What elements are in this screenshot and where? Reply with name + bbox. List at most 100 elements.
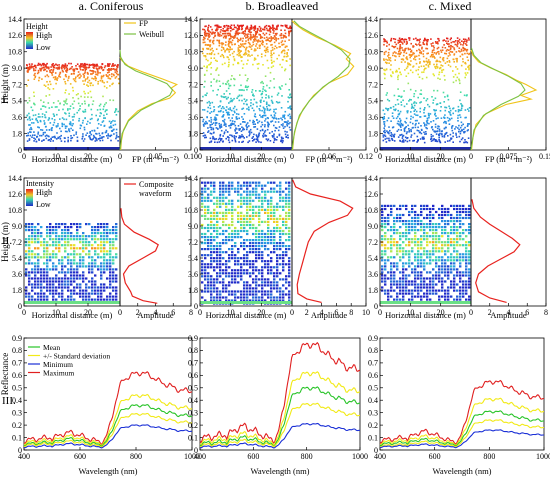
lidar-point [258, 25, 261, 28]
lidar-point [80, 95, 82, 98]
intensity-cell [70, 271, 73, 274]
intensity-cell [25, 271, 28, 274]
panel-II-2: 01.83.65.47.29.010.812.614.40 10 20Horizon… [364, 174, 472, 320]
lidar-point [210, 81, 212, 83]
intensity-cell [444, 259, 447, 262]
lidar-point [234, 137, 236, 140]
intensity-cell [288, 263, 291, 266]
lidar-point [227, 139, 230, 141]
lidar-point [272, 37, 274, 39]
intensity-cell [91, 235, 94, 238]
lidar-point [51, 64, 54, 67]
lidar-point [94, 75, 96, 78]
lidar-point [256, 119, 258, 121]
lidar-point [205, 58, 208, 61]
lidar-point [438, 39, 440, 42]
intensity-cell [252, 199, 255, 202]
intensity-cell [246, 260, 249, 263]
lidar-point [247, 85, 250, 88]
lidar-point [29, 134, 32, 137]
lidar-point [89, 69, 91, 72]
intensity-cell [219, 269, 222, 272]
intensity-cell [216, 257, 219, 260]
lidar-point [222, 120, 224, 122]
lidar-point [222, 106, 224, 108]
intensity-cell [258, 299, 261, 302]
lidar-point [256, 47, 259, 49]
lidar-point [413, 95, 415, 98]
intensity-cell [417, 262, 420, 265]
intensity-cell [210, 278, 213, 281]
lidar-point [415, 122, 417, 125]
lidar-point [413, 102, 415, 104]
intensity-cell [109, 298, 112, 301]
lidar-point [268, 132, 271, 134]
height-axis-tick-label: 5.4 [188, 254, 198, 263]
height-axis-tick-label: 7.2 [188, 80, 198, 89]
lidar-point [203, 55, 205, 57]
lidar-point [61, 122, 63, 125]
intensity-cell [435, 274, 438, 277]
lidar-point [233, 24, 235, 27]
lidar-point [64, 130, 67, 133]
lidar-point [266, 117, 269, 119]
lidar-point [383, 123, 386, 125]
lidar-point [207, 29, 209, 32]
lidar-point [55, 63, 57, 66]
intensity-cell [393, 280, 396, 283]
lidar-point [75, 67, 77, 70]
lidar-point [209, 48, 212, 51]
intensity-cell [94, 283, 97, 286]
intensity-cell [97, 268, 100, 271]
intensity-cell [228, 260, 231, 263]
lidar-point [243, 128, 246, 131]
lidar-point [422, 53, 424, 55]
lidar-point [434, 140, 437, 142]
profile-axes-frame [291, 18, 367, 151]
height-axis-tick-label: 1.8 [12, 129, 22, 138]
lidar-point [101, 132, 104, 134]
intensity-cell [267, 248, 270, 251]
column-title-coniferous: a. Coniferous [79, 0, 144, 13]
lidar-point [386, 108, 388, 110]
intensity-cell [100, 277, 103, 280]
lidar-point [449, 109, 452, 112]
lidar-point [228, 114, 231, 116]
intensity-cell [240, 245, 243, 248]
intensity-cell [384, 265, 387, 268]
intensity-cell [88, 235, 91, 238]
lidar-point [115, 137, 117, 140]
lidar-point [404, 69, 406, 71]
intensity-cell [387, 256, 390, 259]
intensity-cell [237, 217, 240, 220]
lidar-point [396, 122, 399, 125]
lidar-point [462, 49, 465, 52]
lidar-point [462, 41, 465, 43]
intensity-cell [459, 271, 462, 274]
lidar-point [261, 116, 264, 119]
amplitude-axis-tick-label: 10 [362, 308, 370, 317]
intensity-cell [31, 277, 34, 280]
lidar-point [386, 62, 388, 64]
lidar-point [47, 102, 50, 104]
lidar-point [388, 126, 390, 128]
lidar-point [40, 99, 42, 102]
lidar-point [61, 69, 64, 72]
lidar-point [464, 52, 466, 55]
lidar-point [254, 113, 256, 115]
intensity-cell [261, 236, 264, 239]
intensity-cell [213, 296, 216, 299]
intensity-cell [243, 214, 246, 217]
spectrum-line-std [23, 393, 192, 446]
intensity-cell [204, 299, 207, 302]
lidar-point [202, 123, 205, 126]
intensity-cell [237, 187, 240, 190]
intensity-cell [55, 223, 58, 226]
lidar-point [468, 107, 471, 109]
intensity-cell [94, 274, 97, 277]
intensity-cell [228, 254, 231, 257]
lidar-point [238, 128, 240, 130]
intensity-cell [246, 211, 249, 214]
intensity-cell [112, 238, 115, 241]
lidar-point [289, 78, 291, 80]
